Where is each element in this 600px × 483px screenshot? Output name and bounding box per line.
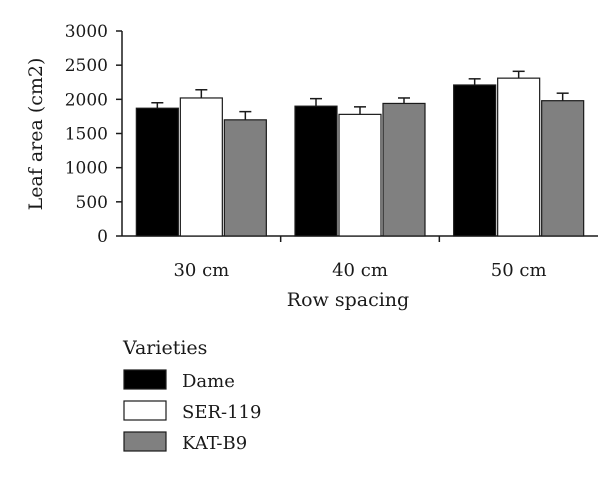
legend-label-dame: Dame (182, 371, 235, 392)
x-axis-title: Row spacing (287, 289, 409, 311)
legend-label-ser-119: SER-119 (182, 402, 261, 423)
legend-items: Dame SER-119 KAT-B9 (123, 369, 261, 454)
bar-dame (294, 105, 338, 237)
bar-kat-b9 (541, 100, 585, 237)
y-tick-label: 500 (76, 193, 108, 213)
y-tick-label: 1500 (65, 125, 108, 145)
y-axis-title: Leaf area (cm2) (25, 58, 47, 211)
bar-dame (135, 107, 179, 237)
error-bars (151, 70, 569, 120)
legend-swatch-dame (123, 369, 167, 390)
y-tick-label: 2000 (65, 90, 108, 110)
legend-swatch-kat-b9 (123, 431, 167, 452)
bar-ser-119 (338, 113, 382, 237)
y-tick-label: 3000 (65, 22, 108, 42)
x-tick-label: 40 cm (332, 260, 388, 281)
bar-kat-b9 (223, 119, 267, 237)
bar-dame (453, 84, 497, 237)
y-tick-label: 0 (97, 227, 108, 247)
legend: Varieties Dame SER-119 KAT-B9 (122, 337, 261, 454)
bars (135, 77, 585, 237)
x-tick-label: 30 cm (173, 260, 229, 281)
x-tick-labels: 30 cm 40 cm 50 cm (173, 236, 547, 281)
legend-swatch-ser-119 (123, 400, 167, 421)
x-tick-label: 50 cm (491, 260, 547, 281)
y-ticks: 0 500 1000 1500 2000 2500 3000 (65, 22, 122, 247)
bar-ser-119 (179, 97, 223, 237)
bar-ser-119 (497, 77, 541, 237)
y-tick-label: 1000 (65, 159, 108, 179)
legend-title: Varieties (122, 337, 207, 359)
legend-label-kat-b9: KAT-B9 (182, 433, 247, 454)
bar-kat-b9 (382, 102, 426, 237)
y-tick-label: 2500 (65, 56, 108, 76)
